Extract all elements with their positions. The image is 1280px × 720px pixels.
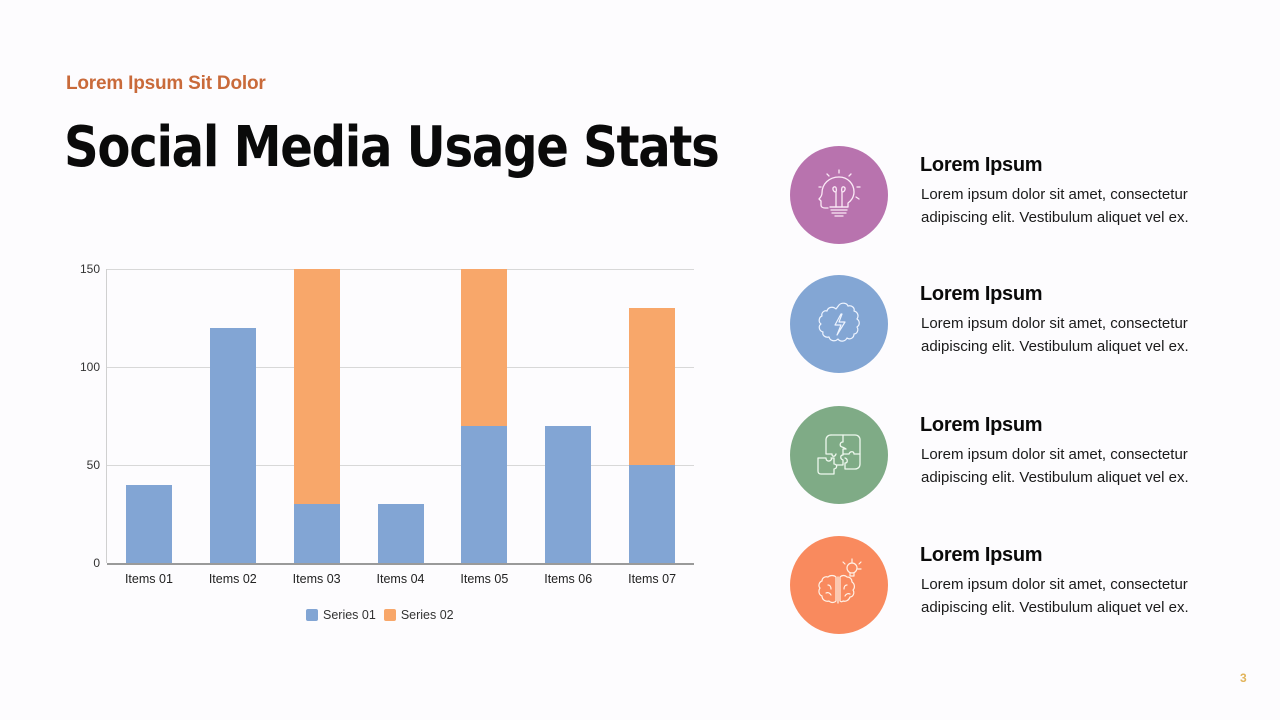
y-axis [106,269,107,563]
bar-segment-series-01 [125,484,172,563]
slide-subtitle: Lorem Ipsum Sit Dolor [66,73,266,94]
bar-group [125,269,172,563]
legend-swatch [383,609,396,621]
x-tick-label: Items 05 [460,572,509,586]
x-tick-label: Items 06 [544,572,593,586]
feature-icon-circle [790,406,888,504]
x-axis [107,563,694,565]
legend-item-series-01: Series 01 [306,608,376,622]
legend-swatch [306,609,318,621]
x-tick-label: Items 07 [628,572,677,586]
feature-item: Lorem Ipsum Lorem ipsum dolor sit amet, … [790,406,1230,506]
feature-icon-circle [790,146,888,244]
feature-title: Lorem Ipsum [920,154,1043,176]
bar-segment-series-02 [293,269,340,505]
y-tick-label: 50 [86,458,100,472]
bar-group [545,269,592,563]
bar-group [461,269,508,563]
feature-description: Lorem ipsum dolor sit amet, consectetur … [921,576,1189,616]
bar-segment-series-01 [293,504,340,563]
gridline [107,465,694,466]
x-tick-label: Items 03 [292,572,341,586]
bar-segment-series-02 [461,269,508,426]
feature-title: Lorem Ipsum [920,283,1043,305]
bar-segment-series-02 [629,308,676,465]
bar-segment-series-01 [377,504,424,563]
brain-lightning-icon [818,302,860,342]
y-tick-label: 0 [93,556,100,570]
bar-group [629,269,676,563]
chart-legend: Series 01 Series 02 [306,608,454,622]
slide-title: Social Media Usage Stats [64,115,720,180]
feature-item: Lorem Ipsum Lorem ipsum dolor sit amet, … [790,275,1230,375]
gridline [107,269,694,270]
legend-label: Series 02 [400,608,454,622]
x-tick-label: Items 02 [208,572,257,586]
feature-description: Lorem ipsum dolor sit amet, consectetur … [921,446,1189,486]
y-tick-label: 150 [79,262,100,276]
bar-segment-series-01 [545,425,592,563]
feature-item: Lorem Ipsum Lorem ipsum dolor sit amet, … [790,536,1230,636]
bar-group [293,269,340,563]
bar-segment-series-01 [629,465,676,563]
gridline [107,367,694,368]
feature-title: Lorem Ipsum [920,414,1043,436]
legend-label: Series 01 [323,608,376,622]
feature-item: Lorem Ipsum Lorem ipsum dolor sit amet, … [790,146,1230,246]
bar-group [209,269,256,563]
bar-group [377,269,424,563]
head-lightbulb-icon [818,169,861,217]
bar-segment-series-01 [461,425,508,563]
brain-lightbulb-icon [818,558,862,604]
feature-description: Lorem ipsum dolor sit amet, consectetur … [921,186,1189,226]
feature-icon-circle [790,536,888,634]
puzzle-icon [817,434,861,475]
x-tick-label: Items 04 [376,572,425,586]
y-tick-label: 100 [79,360,100,374]
x-tick-label: Items 01 [124,572,173,586]
feature-icon-circle [790,275,888,373]
bar-segment-series-01 [209,327,256,563]
legend-item-series-02: Series 02 [383,608,454,622]
feature-description: Lorem ipsum dolor sit amet, consectetur … [921,315,1189,355]
feature-title: Lorem Ipsum [920,544,1043,566]
page-number: 3 [1240,671,1247,685]
stacked-bar-chart: 150 100 50 0 Items 01 Items 02 Items 03 Ite… [60,255,710,635]
